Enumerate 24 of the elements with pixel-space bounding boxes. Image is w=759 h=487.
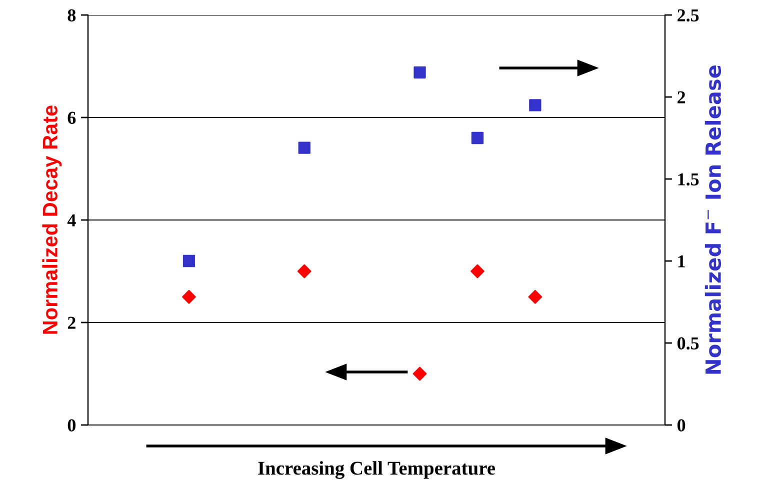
y-tick-label: 6 xyxy=(68,112,76,124)
y-tick-label: 4 xyxy=(67,214,76,226)
y2-tick-label: 2.5 xyxy=(678,9,699,22)
point xyxy=(471,132,484,144)
point xyxy=(470,264,484,278)
point xyxy=(414,66,426,78)
y2-tick-label: 1 xyxy=(678,255,685,268)
point xyxy=(412,366,427,381)
y2-tick-label: 0 xyxy=(677,419,686,432)
y2-tick-label: 2 xyxy=(678,91,686,104)
x-axis-title: Increasing Cell Temperature xyxy=(258,461,496,479)
point xyxy=(298,142,310,154)
y-axis-title: Normalized Decay Rate xyxy=(42,105,62,334)
point xyxy=(528,290,542,304)
y2-tick-label: 0.5 xyxy=(677,337,699,350)
y-tick-label: 0 xyxy=(68,419,76,432)
point xyxy=(529,99,542,112)
y-tick-label: 8 xyxy=(68,9,76,22)
point xyxy=(182,254,196,268)
y2-tick-label: 1.5 xyxy=(678,173,699,186)
point xyxy=(297,264,312,278)
y2-axis-title: Normalized F$^{−}$ Ion Release xyxy=(704,65,722,374)
point xyxy=(182,290,196,304)
y-tick-label: 2 xyxy=(68,316,76,329)
